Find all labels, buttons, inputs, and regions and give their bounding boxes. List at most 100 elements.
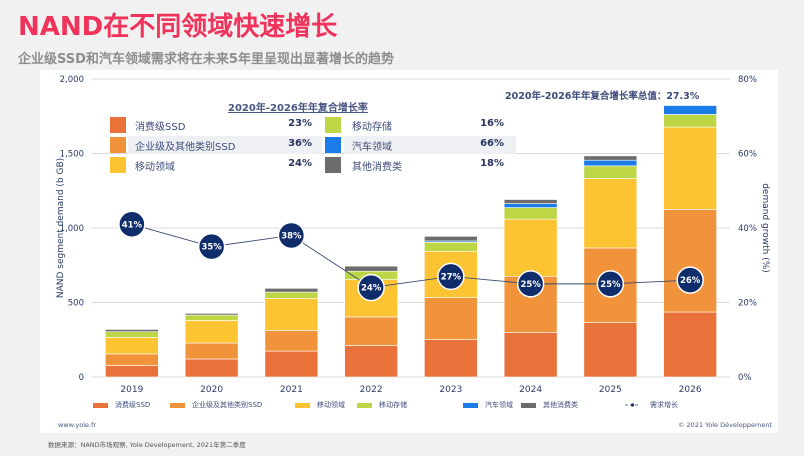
bar-segment-other_consumer [583,155,638,161]
footer-url[interactable]: www.yole.fr [58,421,97,429]
bar-segment-automotive [583,159,638,167]
x-tick-label: 2020 [200,385,223,395]
legend-swatch [93,403,108,408]
legend-label: 汽车领域 [485,401,513,409]
growth-label: 35% [201,243,222,253]
growth-point [118,210,146,239]
y2-tick-label: 80% [738,75,757,85]
x-tick-label: 2024 [519,385,542,395]
x-tick-label: 2021 [280,385,303,395]
growth-label: 41% [122,220,143,230]
source-note: 数据来源：NAND市场观察, Yole Developement, 2021年第… [48,441,246,449]
bar-segment-consumer_ssd [264,350,319,378]
axis-ticks: 0 500 1,000 1,500 2,000 0% 20% 40% 60% 80% 2019 202… [60,75,757,395]
y-tick-label: 1,500 [60,150,84,160]
chart-panel [40,70,778,433]
bar-segment-consumer_ssd [424,339,478,378]
bar-segment-enterprise_ssd [184,342,239,360]
bar-segment-enterprise_ssd [424,297,478,340]
bar-segment-enterprise_ssd [264,330,319,352]
legend-swatch [463,403,478,408]
cagr-value: 16% [480,118,504,129]
cagr-table-title: 2020年-2026年年复合增长率 [228,103,368,114]
bar-segment-enterprise_ssd [344,316,398,346]
x-tick-label: 2022 [360,385,383,395]
bar-segment-enterprise_ssd [583,247,638,323]
bar-segment-other_consumer [344,265,398,272]
y2-tick-label: 40% [738,224,757,234]
growth-point [596,270,625,298]
bar-segment-other_consumer [264,288,319,293]
bar-segment-other_consumer [503,199,558,204]
y2-tick-label: 0% [738,373,752,383]
cagr-label: 消费级SSD [135,122,186,133]
y2-tick-label: 20% [738,299,757,309]
bars [105,105,717,378]
legend-label: 企业级及其他类别SSD [192,401,263,409]
bar-segment-consumer_ssd [583,322,638,378]
cagr-swatch [325,137,341,153]
cagr-label: 汽车领域 [352,142,392,153]
bar-segment-mobile [105,337,159,355]
growth-label: 27% [441,272,462,282]
bar-segment-automotive [663,105,717,115]
bar-segment-mobile_storage [503,207,558,220]
bar-segment-mobile_storage [663,114,717,128]
growth-label: 26% [680,276,701,286]
bar-segment-consumer_ssd [184,358,239,378]
cagr-value: 36% [288,138,312,149]
y-tick-label: 500 [68,299,84,309]
growth-label: 25% [520,280,541,290]
cagr-swatch [325,157,341,173]
bar-segment-mobile_storage [264,291,319,299]
bar-segment-mobile_storage [583,165,638,179]
growth-point [676,266,704,294]
x-tick-label: 2026 [679,385,702,395]
growth-label: 25% [600,280,621,290]
y-tick-label: 2,000 [60,75,84,85]
growth-point [516,270,545,298]
bar-segment-mobile [663,126,717,210]
growth-label: 24% [361,284,382,294]
growth-point [197,232,226,261]
bar-segment-mobile_storage [424,242,478,252]
bar-segment-consumer_ssd [105,365,159,378]
growth-point [277,221,306,250]
growth-point [437,262,465,291]
legend-swatch [295,403,310,408]
bar-segment-mobile_storage [184,314,239,321]
y-tick-label: 0 [79,373,84,383]
legend-swatch [170,403,185,408]
y2-tick-label: 60% [738,150,757,160]
growth-point [357,273,385,302]
cagr-label: 企业级及其他类别SSD [135,142,236,153]
row-highlight [344,136,516,154]
legend-label: 移动领域 [317,401,345,409]
x-tick-label: 2019 [120,385,143,395]
cagr-value: 24% [288,158,312,169]
legend-swatch [521,403,536,408]
row-highlight [128,136,322,154]
legend-swatch [357,403,372,408]
legend-line-marker [625,401,640,409]
bar-segment-mobile [264,298,319,331]
cagr-value: 18% [480,158,504,169]
bar-segment-enterprise_ssd [663,209,717,313]
bar-segment-mobile [583,178,638,249]
x-tick-label: 2025 [599,385,622,395]
cagr-swatch [325,117,341,133]
bar-segment-other_consumer [424,236,478,242]
cagr-label: 移动存储 [352,122,392,133]
growth-label: 38% [281,231,302,241]
legend-label: 移动存储 [379,401,407,409]
page-title: NAND在不同领域快速增长 [18,12,338,42]
bar-segment-mobile [184,320,239,344]
bar-segment-mobile_storage [105,331,159,338]
y-axis-label: NAND segment demand (b GB) [56,158,66,298]
bar-segment-consumer_ssd [503,332,558,378]
bar-segment-enterprise_ssd [105,353,159,366]
bar-segment-mobile [503,218,558,277]
legend-label: 需求增长 [650,401,678,409]
footer-copyright: © 2021 Yole Développement [677,421,772,429]
